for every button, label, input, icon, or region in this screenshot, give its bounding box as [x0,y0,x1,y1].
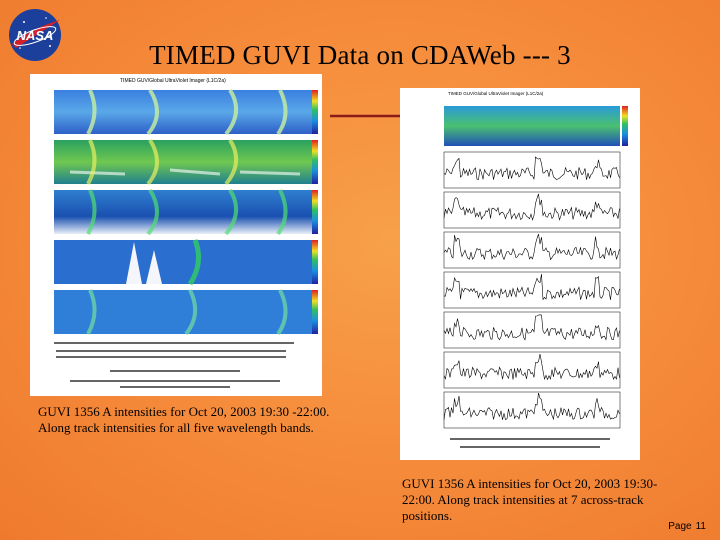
page-number: Page 11 [664,521,706,532]
trace-line-7 [443,392,620,421]
top-spectrogram-panel [444,106,620,146]
trace-line-1 [443,156,620,180]
trace-line-2 [443,193,620,221]
trace-panel-3 [443,231,621,269]
trace-panel-6 [443,351,621,389]
guvi-spectrogram-figure: TIMED GUV/Global UltraViolet Imager (L1C… [30,74,322,396]
trace-panel-7 [443,391,621,429]
trace-panel-4 [443,271,621,309]
trace-line-4 [443,273,620,301]
right-figure-header: TIMED GUV/Global UltraViolet Imager (L1C… [448,91,544,96]
left-figure-header: TIMED GUV/Global UltraViolet Imager (L1C… [120,78,226,84]
svg-text:NASA: NASA [17,28,54,43]
nasa-logo: NASA [9,9,61,61]
slide-title: TIMED GUVI Data on CDAWeb --- 3 [149,40,571,70]
trace-line-3 [443,233,620,261]
spectrogram-panel-2 [54,138,318,186]
page-label: Page [668,521,692,532]
trace-line-6 [443,354,620,381]
spectrogram-panel-3 [54,188,318,236]
trace-panel-2 [443,191,621,229]
spectrogram-panel-5 [54,289,318,336]
spectrogram-panel-1 [54,88,318,136]
left-figure-caption: GUVI 1356 A intensities for Oct 20, 2003… [38,404,330,435]
trace-panel-1 [443,151,621,189]
trace-panel-5 [443,311,621,349]
trace-line-5 [443,314,620,341]
right-figure-caption: GUVI 1356 A intensities for Oct 20, 2003… [402,476,658,523]
page-value: 11 [695,521,706,532]
guvi-line-trace-figure: TIMED GUV/Global UltraViolet Imager (L1C… [400,88,640,460]
spectrogram-panel-4 [54,239,318,286]
